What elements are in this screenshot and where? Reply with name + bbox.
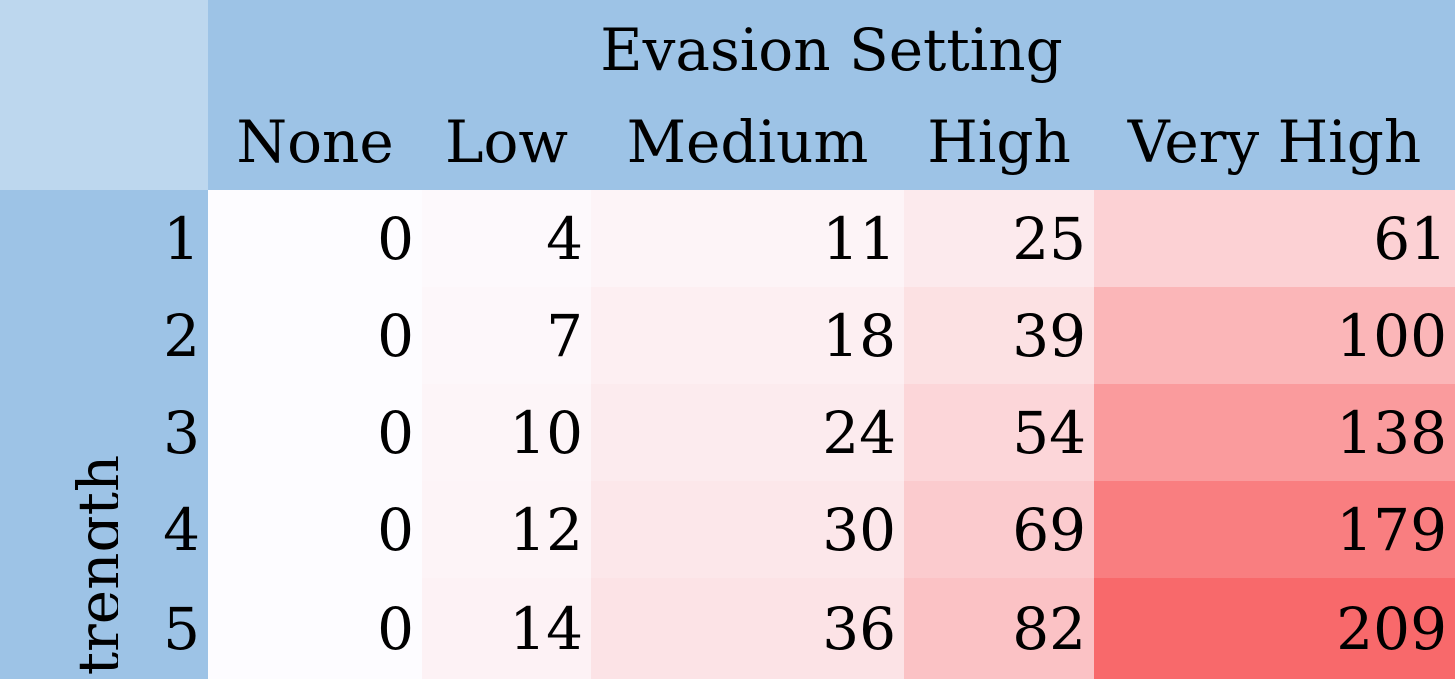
heatmap-cell: 11 <box>591 190 904 287</box>
heatmap-cell: 12 <box>422 481 591 578</box>
heatmap-cell: 4 <box>422 190 591 287</box>
column-label: None <box>208 100 422 190</box>
corner-cell <box>0 0 208 190</box>
heatmap-cell: 100 <box>1094 287 1455 384</box>
row-label: 2 <box>118 287 208 384</box>
heatmap-cell: 36 <box>591 578 904 679</box>
heatmap-cell: 10 <box>422 384 591 481</box>
heatmap-cell: 61 <box>1094 190 1455 287</box>
heatmap-cell: 138 <box>1094 384 1455 481</box>
heatmap-cell: 25 <box>904 190 1094 287</box>
heatmap-cell: 0 <box>208 190 422 287</box>
heatmap-cell: 7 <box>422 287 591 384</box>
heatmap-cell: 209 <box>1094 578 1455 679</box>
heatmap-cell: 82 <box>904 578 1094 679</box>
column-label: Very High <box>1094 100 1455 190</box>
heatmap-cell: 39 <box>904 287 1094 384</box>
heatmap-cell: 179 <box>1094 481 1455 578</box>
column-group-title: Evasion Setting <box>208 0 1455 100</box>
row-axis-label-box: Strength <box>0 190 118 679</box>
row-label: 4 <box>118 481 208 578</box>
row-label: 3 <box>118 384 208 481</box>
heatmap-cell: 24 <box>591 384 904 481</box>
column-label: Low <box>422 100 591 190</box>
heatmap-cell: 54 <box>904 384 1094 481</box>
heatmap-cell: 30 <box>591 481 904 578</box>
heatmap-cell: 0 <box>208 287 422 384</box>
row-label: 1 <box>118 190 208 287</box>
row-label: 5 <box>118 578 208 679</box>
row-axis-label: Strength <box>65 454 118 679</box>
heatmap-cell: 0 <box>208 481 422 578</box>
column-label: High <box>904 100 1094 190</box>
heatmap-cell: 0 <box>208 384 422 481</box>
heatmap-cell: 0 <box>208 578 422 679</box>
column-label: Medium <box>591 100 904 190</box>
heatmap-cell: 69 <box>904 481 1094 578</box>
heatmap-cell: 14 <box>422 578 591 679</box>
heatmap-cell: 18 <box>591 287 904 384</box>
